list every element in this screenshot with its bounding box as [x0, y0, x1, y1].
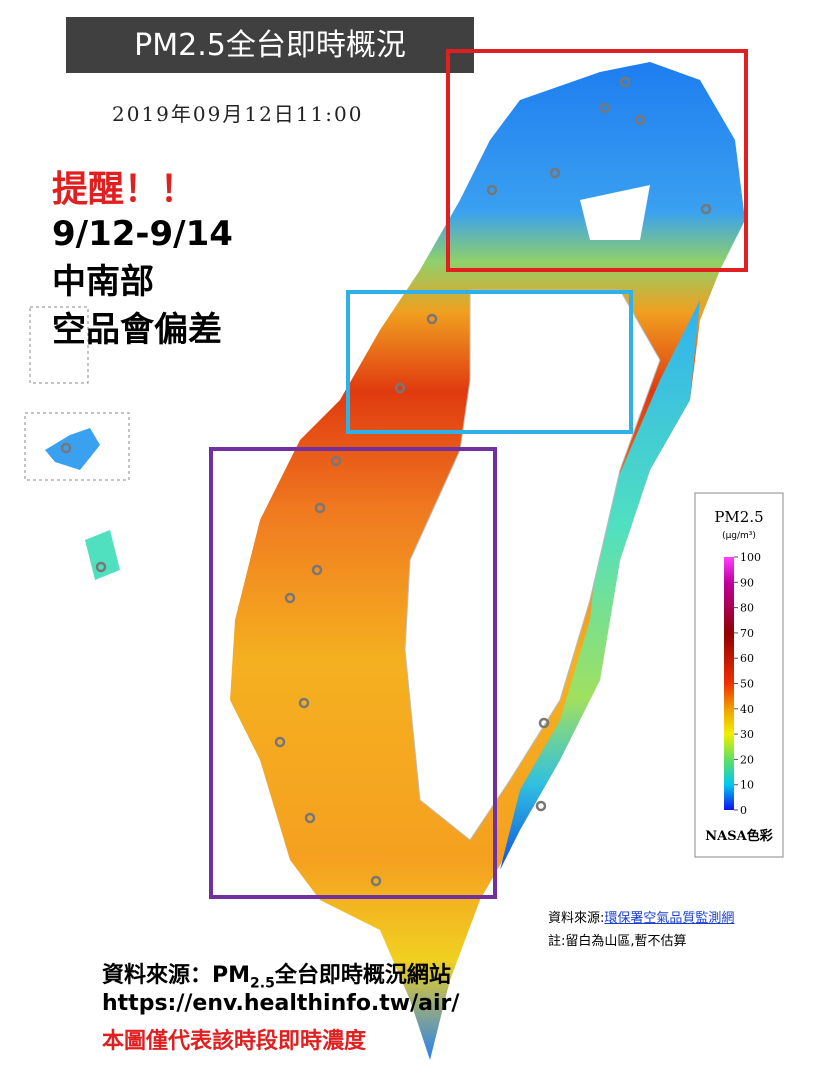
footer-url: https://env.healthinfo.tw/air/ — [102, 991, 460, 1016]
penghu — [45, 428, 100, 470]
source-label: 資料來源: — [548, 911, 605, 926]
inset-box — [29, 306, 89, 384]
island — [85, 530, 120, 580]
footer-source: 資料來源：PM2.5全台即時概況網站 — [102, 957, 451, 991]
south-box — [209, 447, 497, 899]
inset-box — [24, 412, 130, 481]
legend-tick-label: 90 — [740, 576, 754, 589]
legend-tick-label: 0 — [740, 804, 747, 817]
legend-tick-label: 30 — [740, 728, 754, 741]
source-note: 資料來源:環保署空氣品質監測網 — [548, 907, 734, 926]
east-coast — [500, 300, 700, 870]
north-box — [446, 49, 748, 272]
legend-unit: (μg/m³) — [722, 531, 756, 541]
title: PM2.5全台即時概況 — [134, 28, 406, 63]
legend-footer: NASA色彩 — [705, 829, 773, 844]
title-bar — [66, 17, 474, 73]
legend-tick-label: 50 — [740, 678, 754, 691]
footer-source-prefix: 資料來源：PM — [102, 963, 251, 988]
legend-tick-label: 20 — [740, 753, 754, 766]
footer-source-suffix: 全台即時概況網站 — [274, 963, 451, 988]
color-scale — [724, 557, 734, 810]
source-link[interactable]: 環保署空氣品質監測網 — [604, 911, 735, 926]
footer-source-sub: 2.5 — [250, 975, 275, 992]
legend-tick-label: 100 — [740, 551, 761, 564]
central-box — [346, 290, 633, 434]
mountain-area — [404, 289, 661, 841]
reminder-line: 中南部 — [52, 262, 154, 302]
reminder-heading: 提醒！！ — [52, 169, 197, 210]
stations — [60, 76, 712, 887]
legend-tick-label: 40 — [740, 703, 754, 716]
legend-box — [694, 492, 784, 858]
legend-tick-label: 70 — [740, 627, 754, 640]
footer-disclaimer: 本圖僅代表該時段即時濃度 — [102, 1029, 367, 1054]
timestamp: 2019年09月12日11:00 — [112, 102, 364, 126]
legend-tick-label: 10 — [740, 779, 754, 792]
legend-title: PM2.5 — [714, 508, 764, 526]
reminder-line: 空品會偏差 — [52, 310, 222, 350]
remark: 註:留白為山區,暫不估算 — [548, 934, 687, 949]
legend-tick-label: 80 — [740, 602, 754, 615]
legend-tick-label: 60 — [740, 652, 754, 665]
mountain-area — [580, 185, 650, 240]
reminder-line: 9/12-9/14 — [52, 214, 233, 254]
